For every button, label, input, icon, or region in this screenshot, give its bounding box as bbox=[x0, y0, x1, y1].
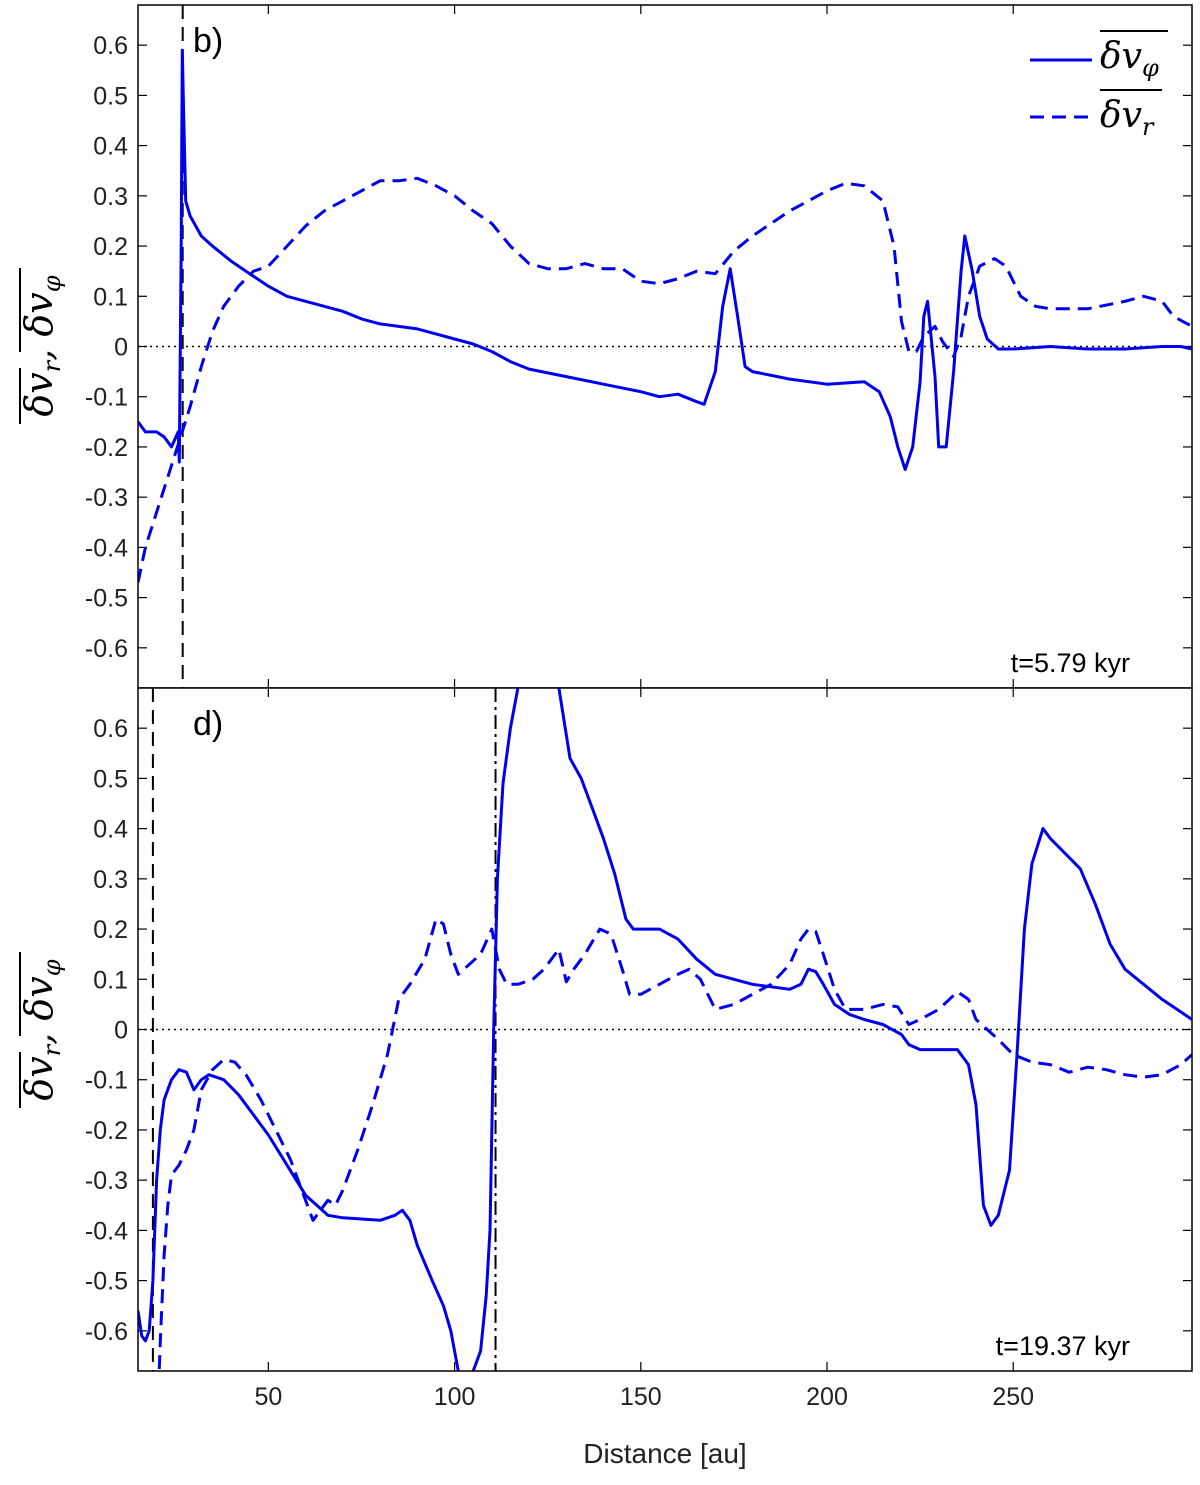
y-tick-label: -0.2 bbox=[85, 1117, 128, 1145]
time-label: t=19.37 kyr bbox=[996, 1331, 1130, 1361]
panel-b: -0.6 -0.5 -0.4 -0.3 -0.2 -0.1 0 0.1 0.2 0.3 0.4 0.5… bbox=[85, 4, 1193, 689]
ylabel-text: δvr, δvφ bbox=[17, 959, 66, 1100]
series-line-dvphi bbox=[138, 688, 1192, 1371]
y-tick-label: 0.1 bbox=[93, 283, 128, 311]
y-tick-label: 0.2 bbox=[93, 233, 128, 261]
x-tick-label: 250 bbox=[992, 1383, 1034, 1411]
axes-ticks: -0.6 -0.5 -0.4 -0.3 -0.2 -0.1 0 0.1 0.2 0.3 0.4 0.5… bbox=[85, 5, 1192, 688]
y-tick-label: -0.5 bbox=[85, 585, 128, 613]
y-tick-label: -0.1 bbox=[85, 1067, 128, 1095]
legend: δvφ δvr bbox=[1030, 30, 1168, 141]
x-axis-title: Distance [au] bbox=[583, 1438, 746, 1469]
axes-ticks: -0.6 -0.5 -0.4 -0.3 -0.2 -0.1 0 0.1 0.2 0.3 0.4 0.5… bbox=[85, 688, 1192, 1411]
y-tick-label: 0.3 bbox=[93, 183, 128, 211]
x-tick-label: 200 bbox=[806, 1383, 848, 1411]
plot-frame bbox=[137, 687, 1193, 1372]
panel-label: b) bbox=[193, 22, 223, 60]
x-tick-label: 50 bbox=[254, 1383, 282, 1411]
plot-lines bbox=[138, 688, 1192, 1371]
y-tick-label: -0.4 bbox=[85, 534, 128, 562]
y-tick-label: -0.6 bbox=[85, 1318, 128, 1346]
y-tick-label: 0.2 bbox=[93, 916, 128, 944]
y-tick-label: -0.5 bbox=[85, 1268, 128, 1296]
panel-d: -0.6 -0.5 -0.4 -0.3 -0.2 -0.1 0 0.1 0.2 0.3 0.4 0.5… bbox=[85, 687, 1193, 1411]
y-tick-label: -0.4 bbox=[85, 1217, 128, 1245]
panel-label: d) bbox=[193, 705, 223, 743]
y-tick-label: -0.2 bbox=[85, 434, 128, 462]
y-tick-label: 0 bbox=[114, 334, 128, 362]
y-tick-label: -0.6 bbox=[85, 635, 128, 663]
ylabel-text: δvr, δvφ bbox=[17, 275, 66, 416]
y-tick-label: 0.3 bbox=[93, 866, 128, 894]
x-tick-label: 100 bbox=[434, 1383, 476, 1411]
ylabel-top: δvr, δvφ bbox=[17, 268, 66, 424]
x-tick-label: 150 bbox=[620, 1383, 662, 1411]
y-tick-label: 0.4 bbox=[93, 816, 128, 844]
series-line-dvr bbox=[138, 176, 1192, 583]
y-tick-label: 0.1 bbox=[93, 966, 128, 994]
y-tick-label: 0.5 bbox=[93, 82, 128, 110]
y-tick-label: -0.1 bbox=[85, 384, 128, 412]
time-label: t=5.79 kyr bbox=[1011, 648, 1130, 678]
y-tick-label: -0.3 bbox=[85, 484, 128, 512]
y-tick-label: 0.6 bbox=[93, 715, 128, 743]
y-tick-label: 0 bbox=[114, 1017, 128, 1045]
y-tick-label: -0.3 bbox=[85, 1167, 128, 1195]
ylabel-bottom: δvr, δvφ bbox=[17, 952, 66, 1108]
series-line-dvr bbox=[157, 917, 1192, 1371]
y-tick-label: 0.6 bbox=[93, 32, 128, 60]
series-line-dvphi bbox=[138, 48, 1192, 471]
plot-lines bbox=[138, 5, 1192, 688]
y-tick-label: 0.4 bbox=[93, 133, 128, 161]
y-tick-label: 0.5 bbox=[93, 765, 128, 793]
